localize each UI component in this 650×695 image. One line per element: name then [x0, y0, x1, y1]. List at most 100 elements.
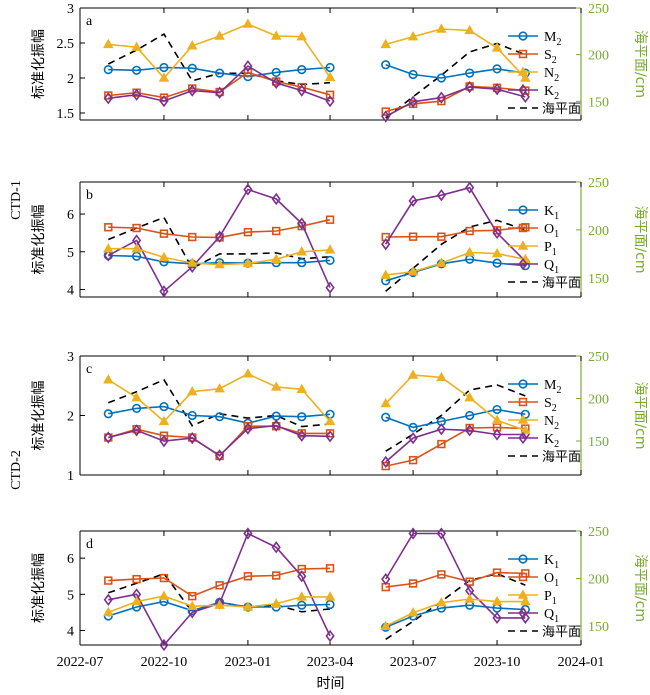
q1-point — [103, 593, 113, 606]
legend-label: K2 — [544, 84, 559, 102]
m2-point — [492, 64, 502, 74]
legend-entry: O1 — [508, 571, 559, 589]
q1-point — [297, 217, 307, 230]
m2-point — [103, 409, 113, 419]
q1-point — [243, 183, 253, 196]
q1-point — [408, 527, 418, 540]
y-axis-label: 标准化振幅 — [31, 29, 47, 99]
legend-entry: Q1 — [508, 257, 559, 276]
n2-point — [380, 38, 391, 49]
q1-point — [381, 238, 391, 251]
k2-point — [465, 80, 475, 94]
o1-point — [188, 232, 197, 242]
s2-point — [381, 461, 390, 471]
p1-point — [324, 591, 336, 601]
o1-point — [188, 591, 197, 601]
m2-point — [381, 412, 391, 422]
n2-point — [242, 18, 254, 28]
p1-point — [520, 595, 531, 606]
n2-point — [270, 30, 282, 40]
k1-line-segment — [385, 604, 526, 629]
legend-swatch-marker — [517, 589, 529, 599]
panel-letter: c — [86, 362, 92, 377]
sea-level-line-segment — [107, 216, 331, 270]
legend-swatch-marker — [518, 554, 528, 564]
m2-point — [103, 64, 113, 75]
n2-point — [324, 71, 336, 81]
o1-point — [408, 579, 418, 588]
y-right-tick-label: 250 — [588, 525, 609, 540]
legend-entry: S2 — [508, 48, 557, 66]
legend-entry: N2 — [508, 414, 559, 432]
legend-label: 海平面 — [542, 276, 581, 291]
p1-point — [158, 590, 170, 600]
k2-point — [325, 430, 335, 443]
n2-line-segment — [385, 374, 526, 432]
m2-point — [436, 73, 446, 83]
o1-point — [325, 564, 335, 573]
m2-point — [520, 409, 530, 419]
q1-point — [103, 249, 113, 262]
y-tick-label: 6 — [67, 208, 74, 223]
q1-point — [381, 572, 391, 586]
p1-point — [103, 606, 114, 617]
k2-point — [297, 429, 307, 442]
x-axis-title: 时间 — [317, 676, 345, 692]
legend-swatch-marker — [518, 431, 528, 445]
legend-entry: K2 — [508, 431, 559, 450]
p1-point — [324, 244, 336, 254]
sea-level-line-segment — [385, 42, 526, 119]
o1-point — [104, 576, 113, 585]
p1-point — [214, 599, 225, 609]
legend-entry: N2 — [508, 66, 559, 84]
legend-swatch-marker — [517, 66, 529, 76]
y-right-tick-label: 250 — [588, 2, 609, 17]
n2-point — [520, 72, 531, 82]
legend-label: K2 — [544, 432, 559, 450]
legend-entry: M2 — [508, 378, 561, 396]
legend-swatch-marker — [518, 606, 528, 620]
q1-point — [297, 570, 307, 583]
o1-point — [325, 215, 335, 224]
legend-entry: K2 — [508, 83, 559, 102]
o1-point — [132, 574, 141, 584]
o1-point — [243, 572, 253, 581]
o1-line-segment — [385, 571, 526, 588]
q1-point — [436, 527, 446, 540]
n2-line-segment — [385, 28, 526, 79]
m2-point — [187, 63, 197, 73]
p1-point — [158, 251, 170, 262]
k1-point — [131, 251, 142, 261]
legend-label: N2 — [544, 414, 559, 432]
m2-point — [381, 60, 391, 70]
m2-point — [297, 64, 307, 75]
q1-point — [187, 606, 197, 619]
q1-line-segment — [107, 188, 331, 293]
o1-point — [437, 570, 446, 579]
o1-point — [272, 226, 281, 236]
y-right-tick-label: 200 — [588, 49, 609, 64]
legend-label: Q1 — [544, 258, 559, 276]
n2-point — [407, 31, 419, 41]
series-q1 — [103, 527, 530, 652]
series-k2 — [103, 59, 530, 123]
k2-point — [492, 83, 502, 96]
q1-line-segment — [385, 186, 526, 262]
k2-point — [492, 428, 502, 441]
s2-line-segment — [385, 426, 526, 467]
ctd1-group-label: CTD-1 — [9, 180, 24, 220]
n2-point — [380, 397, 391, 408]
q1-point — [408, 194, 418, 207]
y-right-tick-label: 200 — [588, 573, 609, 588]
s2-point — [408, 455, 418, 465]
y-axis-label: 标准化振幅 — [31, 553, 47, 623]
n2-point — [436, 371, 447, 382]
k2-point — [465, 424, 475, 437]
s2-point — [104, 91, 113, 100]
k2-point — [187, 431, 197, 445]
y-tick-label: 2 — [67, 410, 74, 425]
n2-point — [103, 38, 114, 49]
m2-point — [408, 422, 418, 433]
m2-point — [325, 62, 335, 73]
o1-point — [408, 232, 418, 241]
